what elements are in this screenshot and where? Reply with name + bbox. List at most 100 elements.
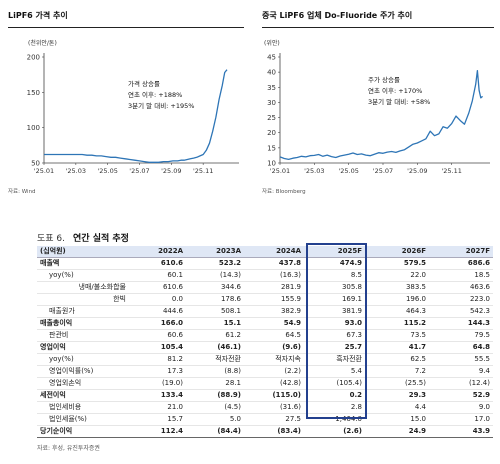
table-cell: 9.4 [429,365,493,378]
table-cell: 381.9 [304,305,365,318]
table-cell: 27.5 [244,413,304,426]
x-tick-label: '25.01 [270,167,290,175]
table-row: 한빅 0.0 178.6 155.9 169.1 196.0 223.0 [37,293,493,306]
table-cell: 22.0 [365,269,429,282]
row-label: 매출원가 [37,305,128,318]
table-cell: 281.9 [244,281,304,294]
row-label: 판관비 [37,329,128,342]
table-cell: 8.5 [304,269,365,282]
table-cell: 383.5 [365,281,429,294]
table-cell: 133.4 [128,389,186,402]
table-cell: 344.6 [186,281,244,294]
y-unit-label: (천위안/톤) [28,39,57,47]
table-cell: 610.6 [128,257,186,270]
table-number: 도표 6. [37,234,66,244]
table-cell: (105.4) [304,377,365,390]
x-tick-label: '25.03 [66,167,86,175]
table-cell: 144.3 [429,317,493,330]
table-cell: 64.5 [244,329,304,342]
table-row: 세전이익 133.4 (88.9) (115.0) 0.2 29.3 52.9 [37,389,493,402]
table-title-text: 연간 실적 추정 [73,234,129,244]
table-cell: 0.2 [304,389,365,402]
table-cell: 223.0 [429,293,493,306]
x-tick-label: '25.01 [34,167,54,175]
table-cell: (2.2) [244,365,304,378]
table-cell: 508.1 [186,305,244,318]
x-tick-label: '25.05 [338,167,358,175]
table-title: 도표 6. 연간 실적 추정 [37,231,129,244]
annotation-line: 주가 상승률 [368,75,400,84]
table-source: 자료: 후성, 유진투자증권 [37,445,100,452]
table-cell: 67.3 [304,329,365,342]
table-cell: 52.9 [429,389,493,402]
table-cell: (83.4) [244,425,304,438]
table-cell: (31.6) [244,401,304,414]
annotation-line: 3분기 말 대비: +195% [128,101,194,110]
table-cell: 17.3 [128,365,186,378]
table-cell: 5.4 [304,365,365,378]
table-row: yoy(%) 60.1 (14.3) (16.3) 8.5 22.0 18.5 [37,269,493,282]
row-label: 세전이익 [37,389,128,402]
y-tick-label: 15 [267,144,276,152]
table-row: 판관비 60.6 61.2 64.5 67.3 73.5 79.5 [37,329,493,342]
x-tick-label: '25.09 [407,167,427,175]
table-cell: (14.3) [186,269,244,282]
x-tick-label: '25.05 [97,167,117,175]
x-tick-label: '25.11 [441,167,461,175]
table-cell: 686.6 [429,257,493,270]
header-year: 2027F [429,246,493,258]
chart-divider [262,27,494,28]
table-row: yoy(%) 81.2 적자전환 적자지속 흑자전환 62.5 55.5 [37,353,493,366]
header-unit: (십억원) [37,246,128,258]
annotation-line: 3분기 말 대비: +58% [368,97,430,106]
table-cell: 4.4 [365,401,429,414]
table-cell: 155.9 [244,293,304,306]
do-fluoride-stock-chart: 중국 LiPF6 업체 Do-Fluoride 주가 추이 (위안) 10 15 20… [250,0,500,205]
table-cell: (46.1) [186,341,244,354]
table-row: 매출액 610.6 523.2 437.8 474.9 579.5 686.6 [37,257,493,270]
table-cell: 17.0 [429,413,493,426]
table-cell: (84.4) [186,425,244,438]
y-tick-label: 10 [267,160,276,168]
table-row: 법인세비용 21.0 (4.5) (31.6) 2.8 4.4 9.0 [37,401,493,414]
table-cell: 93.0 [304,317,365,330]
table-cell: 444.6 [128,305,186,318]
table-cell: 15.1 [186,317,244,330]
table-cell: 9.0 [429,401,493,414]
y-tick-label: 50 [31,160,40,168]
table-cell: (9.6) [244,341,304,354]
series-line [44,69,228,163]
table-cell: 55.5 [429,353,493,366]
row-label: 한빅 [37,293,128,306]
table-cell: 41.7 [365,341,429,354]
table-cell: 464.3 [365,305,429,318]
table-cell: (25.5) [365,377,429,390]
table-cell: 169.1 [304,293,365,306]
table-cell: 112.4 [128,425,186,438]
row-label: yoy(%) [37,353,128,366]
y-tick-label: 40 [267,69,276,77]
lipf6-price-plot: (천위안/톤) 50 100 150 200 '25.01 '25.03 '25.05 '25.… [27,39,239,175]
row-label: 영업외손익 [37,377,128,390]
header-year: 2023A [186,246,244,258]
table-row: 영업이익 105.4 (46.1) (9.6) 25.7 41.7 64.8 [37,341,493,354]
table-cell: 25.7 [304,341,365,354]
table-cell: 54.9 [244,317,304,330]
table-cell: 적자전환 [186,353,244,366]
table-cell: 105.4 [128,341,186,354]
table-cell: 61.2 [186,329,244,342]
table-cell: 437.8 [244,257,304,270]
table-cell: 196.0 [365,293,429,306]
header-year: 2024A [244,246,304,258]
table-cell: 79.5 [429,329,493,342]
table-cell: 1,464.0 [304,413,365,426]
table-cell: 64.8 [429,341,493,354]
table-cell: (19.0) [128,377,186,390]
table-cell: 5.0 [186,413,244,426]
lipf6-price-chart: LiPF6 가격 추이 (천위안/톤) 50 100 150 200 '25.01 '25.… [0,0,250,205]
table-cell: 2.8 [304,401,365,414]
table-cell: (16.3) [244,269,304,282]
annotation-line: 가격 상승률 [128,79,160,88]
table-cell: 43.9 [429,425,493,438]
table-cell: 115.2 [365,317,429,330]
